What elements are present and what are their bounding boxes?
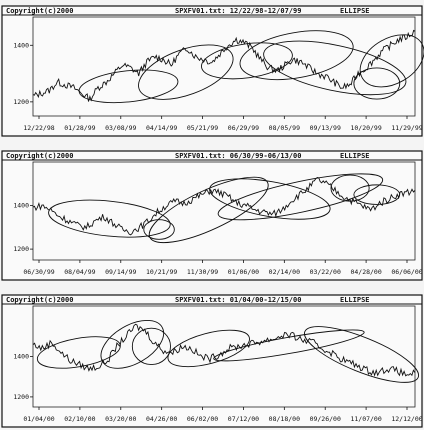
chart-panel-2: Copyright(c)2000 SPXFV01.txt: 06/30/99-06… bbox=[1, 150, 423, 281]
cycle-ellipse bbox=[353, 184, 401, 205]
plot-area bbox=[32, 161, 416, 261]
y-tick-label: 1400 bbox=[13, 353, 29, 361]
cycle-ellipse bbox=[167, 329, 250, 368]
x-tick-label: 03/08/99 bbox=[105, 124, 136, 132]
x-tick-label: 02/10/00 bbox=[64, 415, 95, 423]
header-method: ELLIPSE bbox=[340, 296, 370, 304]
panel-frame bbox=[1, 5, 423, 137]
x-tick-label: 02/14/00 bbox=[269, 268, 300, 276]
plot-area bbox=[32, 16, 416, 117]
header-file: SPXFV01.txt: 06/30/99-06/13/00 bbox=[175, 152, 301, 160]
x-tick-label: 08/18/00 bbox=[269, 415, 300, 423]
price-series-line bbox=[32, 29, 416, 102]
header-method: ELLIPSE bbox=[340, 152, 370, 160]
x-tick-label: 07/12/00 bbox=[228, 415, 259, 423]
x-tick-label: 10/20/99 bbox=[350, 124, 381, 132]
y-tick-label: 1200 bbox=[13, 393, 29, 401]
y-tick-label: 1400 bbox=[13, 41, 29, 49]
x-tick-label: 05/21/99 bbox=[187, 124, 218, 132]
cycle-ellipse bbox=[138, 44, 234, 100]
header-copyright: Copyright(c)2000 bbox=[6, 296, 73, 304]
header-copyright: Copyright(c)2000 bbox=[6, 7, 73, 15]
x-tick-label: 01/28/99 bbox=[64, 124, 95, 132]
x-tick-label: 01/04/00 bbox=[23, 415, 54, 423]
x-tick-label: 09/14/99 bbox=[105, 268, 136, 276]
header-file: SPXFV01.txt: 01/04/00-12/15/00 bbox=[175, 296, 301, 304]
chart-panel-1: Copyright(c)2000 SPXFV01.txt: 12/22/98-12… bbox=[1, 5, 424, 137]
x-tick-label: 11/29/99 bbox=[391, 124, 422, 132]
panel-frame bbox=[1, 150, 423, 281]
cycle-ellipse bbox=[209, 178, 331, 220]
x-tick-label: 04/14/99 bbox=[146, 124, 177, 132]
cycle-ellipse bbox=[263, 40, 407, 96]
cycle-ellipse bbox=[304, 326, 420, 383]
x-tick-label: 11/07/00 bbox=[350, 415, 381, 423]
x-tick-label: 09/26/00 bbox=[310, 415, 341, 423]
x-tick-label: 12/22/98 bbox=[23, 124, 54, 132]
y-tick-label: 1400 bbox=[13, 202, 29, 210]
panel-frame bbox=[1, 294, 423, 428]
x-tick-label: 10/21/99 bbox=[146, 268, 177, 276]
price-series-line bbox=[32, 177, 416, 236]
cycle-ellipse bbox=[100, 320, 165, 369]
x-tick-label: 09/13/99 bbox=[310, 124, 341, 132]
cycle-ellipse bbox=[131, 327, 171, 366]
header-method: ELLIPSE bbox=[340, 7, 370, 15]
cycle-ellipse bbox=[359, 34, 424, 88]
x-tick-label: 03/20/00 bbox=[105, 415, 136, 423]
cycle-ellipse bbox=[143, 219, 175, 240]
x-tick-label: 12/12/00 bbox=[391, 415, 422, 423]
x-tick-label: 06/06/00 bbox=[391, 268, 422, 276]
x-tick-label: 08/05/99 bbox=[269, 124, 300, 132]
y-tick-label: 1200 bbox=[13, 245, 29, 253]
x-tick-label: 04/28/00 bbox=[350, 268, 381, 276]
cycle-ellipse bbox=[353, 67, 401, 100]
cycle-ellipse bbox=[78, 69, 179, 104]
header-file: SPXFV01.txt: 12/22/98-12/07/99 bbox=[175, 7, 301, 15]
x-tick-label: 06/29/99 bbox=[228, 124, 259, 132]
x-tick-label: 03/22/00 bbox=[310, 268, 341, 276]
x-tick-label: 04/26/00 bbox=[146, 415, 177, 423]
x-tick-label: 11/30/99 bbox=[187, 268, 218, 276]
x-tick-label: 01/06/00 bbox=[228, 268, 259, 276]
cycle-ellipse bbox=[48, 199, 171, 238]
price-series-line bbox=[32, 323, 416, 377]
x-tick-label: 08/04/99 bbox=[64, 268, 95, 276]
cycle-ellipse bbox=[36, 336, 121, 369]
y-tick-label: 1200 bbox=[13, 98, 29, 106]
cycle-ellipse bbox=[239, 30, 354, 81]
cycle-ellipse bbox=[330, 174, 370, 202]
cycle-ellipse bbox=[148, 176, 269, 244]
cycle-ellipse bbox=[201, 42, 293, 80]
x-tick-label: 06/02/00 bbox=[187, 415, 218, 423]
x-tick-label: 06/30/99 bbox=[23, 268, 54, 276]
cycle-ellipse bbox=[213, 329, 365, 362]
chart-panel-3: Copyright(c)2000 SPXFV01.txt: 01/04/00-12… bbox=[1, 294, 423, 428]
header-copyright: Copyright(c)2000 bbox=[6, 152, 73, 160]
cycle-ellipse bbox=[217, 173, 384, 221]
